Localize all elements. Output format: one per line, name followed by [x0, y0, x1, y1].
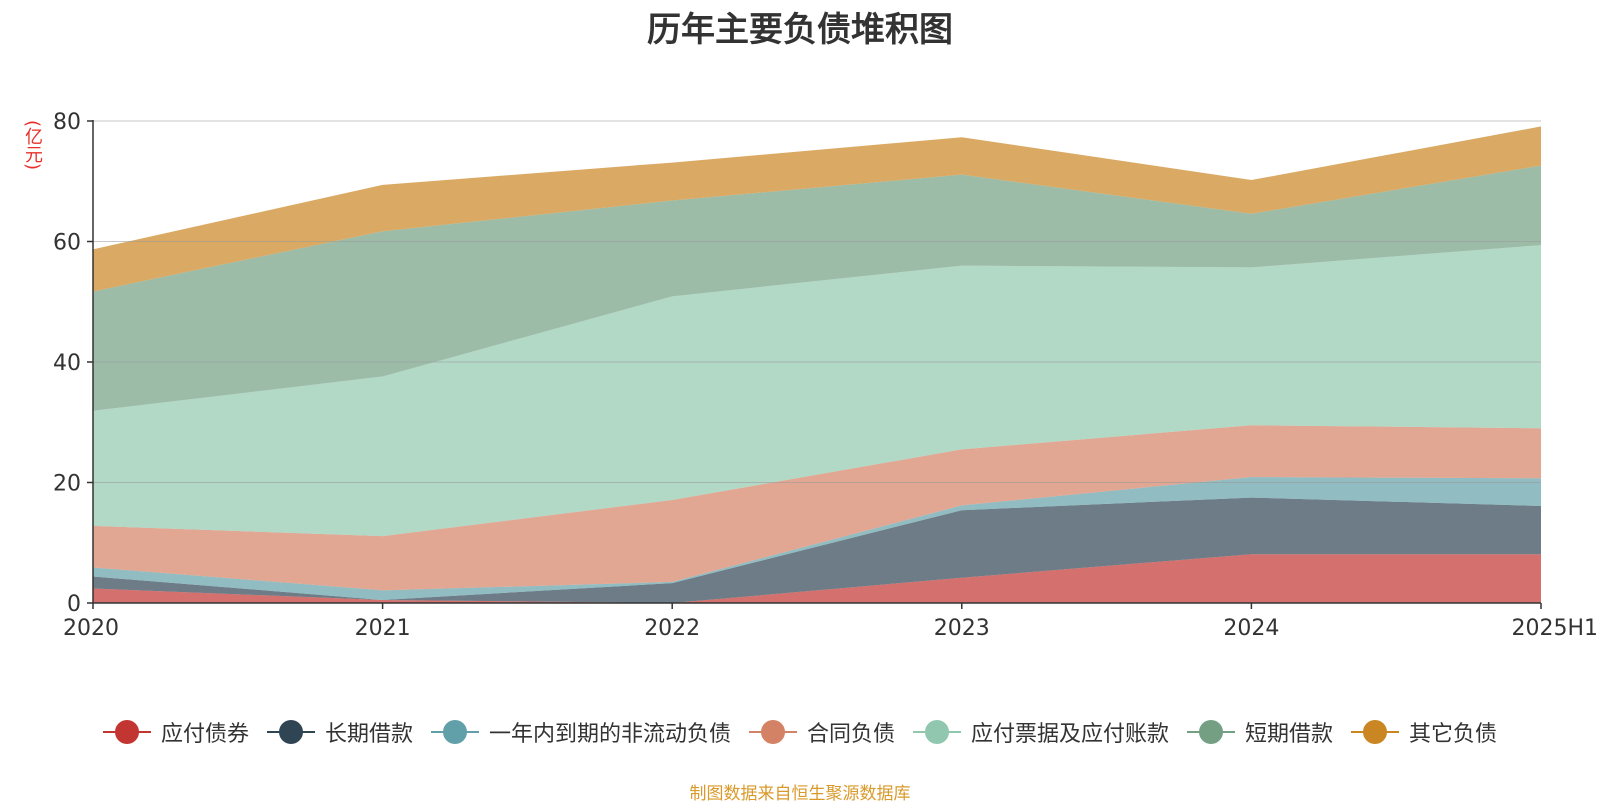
legend-label: 应付债券: [160, 722, 249, 747]
legend-marker-icon: [430, 720, 479, 744]
legend-item-3[interactable]: 一年内到期的非流动负债: [430, 716, 731, 748]
x-tick-label-2022: 2022: [644, 616, 700, 641]
y-tick-label-80: 80: [53, 110, 81, 135]
y-tick-label-0: 0: [67, 592, 81, 617]
legend-label: 合同负债: [806, 722, 895, 747]
chart-legend: 应付债券 长期借款 一年内到期的非流动负债 合同负债 应付票据及应付账款 短期借款 其它负债: [0, 716, 1600, 748]
area-series-4: [93, 425, 1541, 591]
legend-marker-icon: [748, 720, 797, 744]
x-tick-label-2025H1: 2025H1: [1511, 616, 1598, 641]
area-series-7: [93, 126, 1541, 292]
area-series-1: [93, 554, 1541, 603]
y-tick-label-60: 60: [53, 231, 81, 256]
legend-marker-icon: [913, 720, 961, 744]
area-series-5: [93, 245, 1541, 537]
legend-item-5[interactable]: 应付票据及应付账款: [913, 716, 1169, 748]
legend-label: 其它负债: [1409, 722, 1498, 747]
x-tick-label-2021: 2021: [355, 616, 411, 641]
legend-label: 短期借款: [1245, 722, 1334, 747]
legend-marker-icon: [266, 720, 315, 744]
legend-item-2[interactable]: 长期借款: [266, 716, 413, 748]
legend-item-7[interactable]: 其它负债: [1351, 716, 1497, 748]
x-tick-label-2024: 2024: [1223, 616, 1279, 641]
x-tick-label-2023: 2023: [934, 616, 990, 641]
legend-marker-icon: [1351, 720, 1400, 744]
legend-label: 长期借款: [324, 722, 413, 747]
legend-marker-icon: [102, 720, 151, 744]
stacked-area-chart: 0 20 40 60 80 2020 2021 2022 2023 2024 2025H1: [53, 110, 1598, 641]
area-series-3: [93, 477, 1541, 600]
chart-title: 历年主要负债堆积图: [647, 10, 953, 50]
legend-label: 应付票据及应付账款: [971, 722, 1170, 747]
legend-item-6[interactable]: 短期借款: [1187, 716, 1333, 748]
x-tick-label-2020: 2020: [63, 616, 119, 641]
legend-item-1[interactable]: 应付债券: [102, 716, 249, 748]
legend-item-4[interactable]: 合同负债: [748, 716, 895, 748]
area-series-2: [93, 497, 1541, 603]
y-tick-label-40: 40: [53, 351, 81, 376]
data-source-note: 制图数据来自恒生聚源数据库: [689, 784, 911, 804]
area-series-6: [93, 165, 1541, 411]
y-tick-label-20: 20: [53, 472, 81, 497]
legend-label: 一年内到期的非流动负债: [488, 722, 731, 747]
legend-marker-icon: [1187, 720, 1236, 744]
y-axis-unit-label: (亿元): [22, 120, 43, 171]
